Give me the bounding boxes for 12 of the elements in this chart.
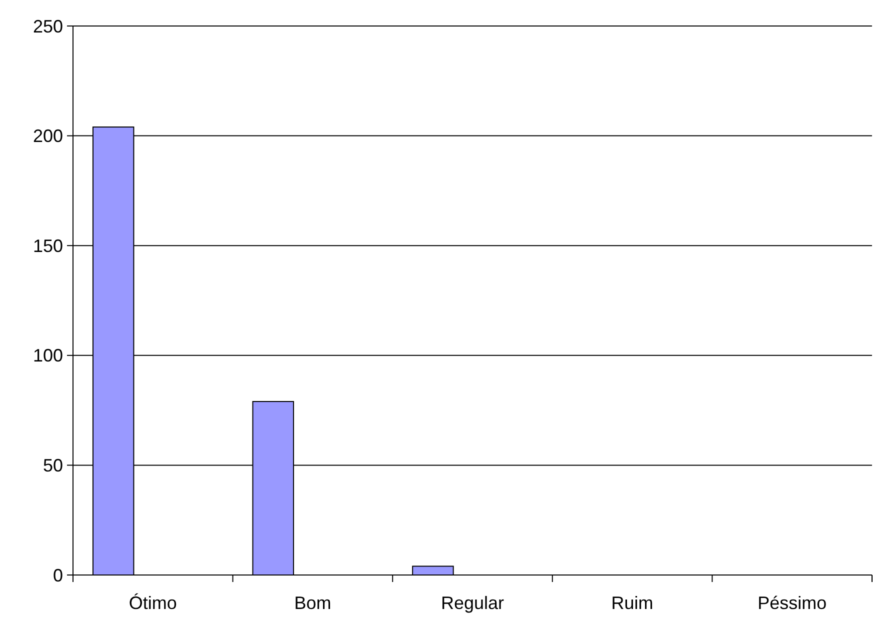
- y-tick-label: 100: [32, 346, 63, 366]
- y-tick-label: 250: [32, 16, 63, 36]
- x-tick-label: Regular: [440, 593, 504, 613]
- y-tick-label: 150: [32, 236, 63, 256]
- x-tick-label: Péssimo: [758, 593, 827, 613]
- x-tick-label: Bom: [294, 593, 332, 613]
- bar: [412, 566, 454, 576]
- x-tick-label: Ruim: [611, 593, 654, 613]
- y-tick-label: 50: [42, 456, 63, 476]
- x-tick-label: Ótimo: [128, 593, 177, 613]
- y-tick-label: 0: [52, 565, 63, 586]
- y-tick-label: 200: [32, 126, 63, 146]
